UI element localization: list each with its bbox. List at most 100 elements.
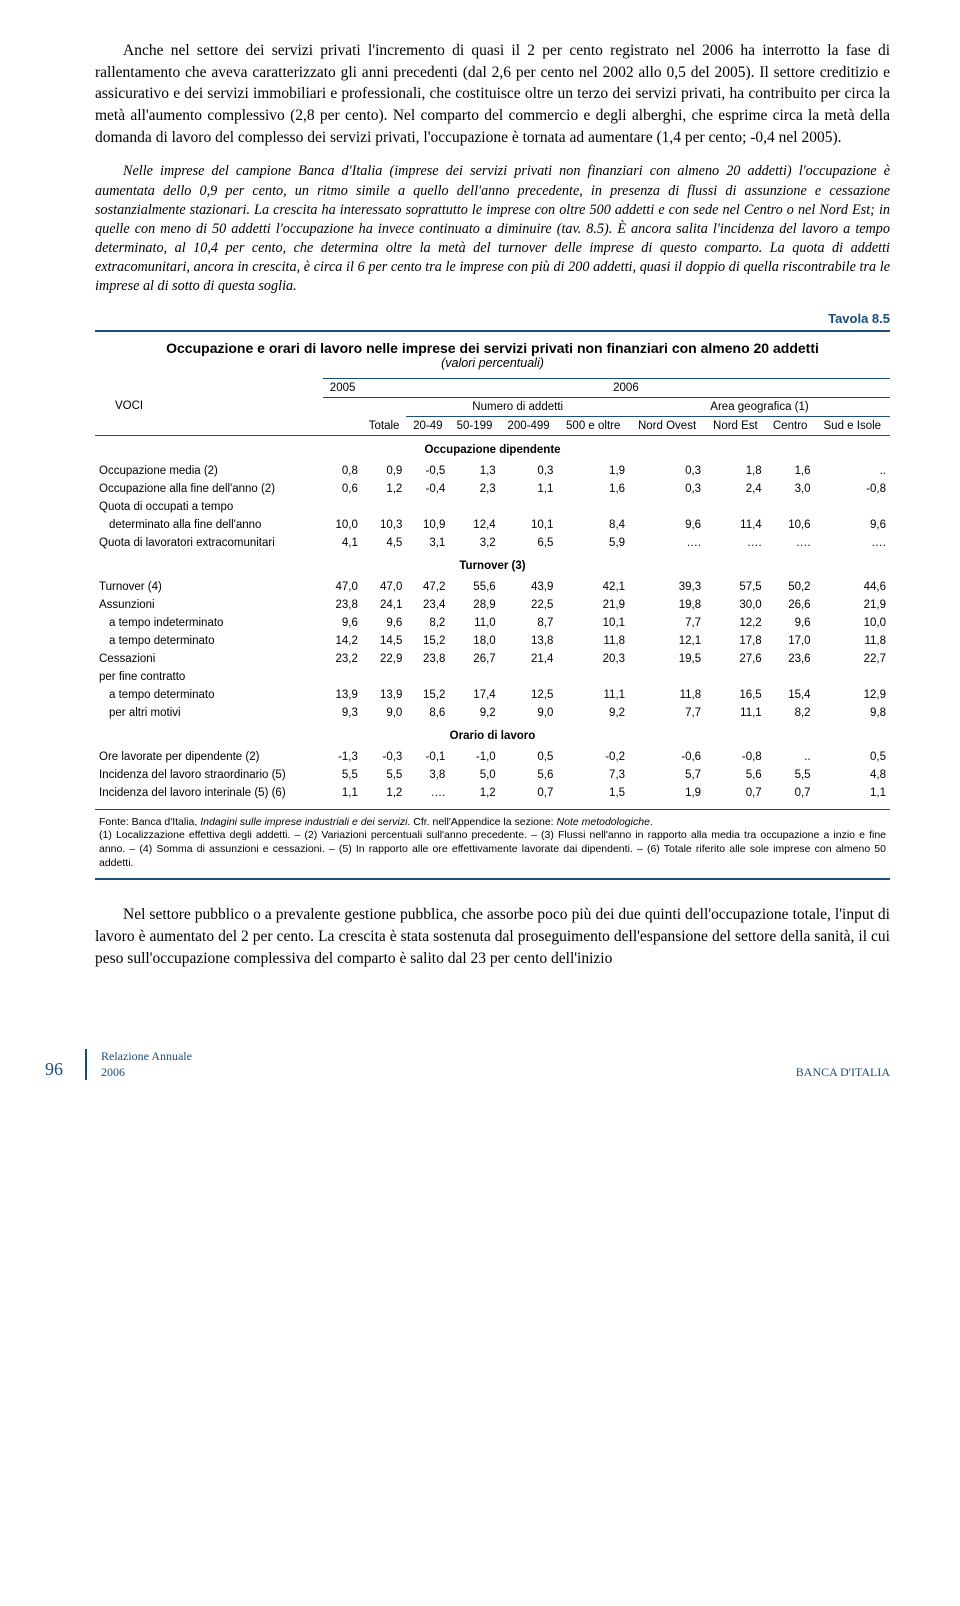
cell: 18,0: [449, 632, 499, 650]
cell: 3,8: [406, 766, 449, 784]
col-200-499: 200-499: [500, 416, 558, 435]
paragraph-3: Nel settore pubblico o a prevalente gest…: [95, 904, 890, 969]
row-label: Quota di lavoratori extracomunitari: [95, 534, 323, 552]
cell: ..: [766, 748, 815, 766]
cell: 22,9: [362, 650, 406, 668]
cell: 23,8: [406, 650, 449, 668]
cell: 0,8: [323, 462, 362, 480]
cell: 9,8: [815, 704, 890, 722]
cell: 9,6: [815, 516, 890, 534]
cell: 10,0: [815, 614, 890, 632]
paragraph-2: Nelle imprese del campione Banca d'Itali…: [95, 162, 890, 296]
cell: 0,5: [815, 748, 890, 766]
cell: 47,0: [362, 578, 406, 596]
cell: 0,6: [323, 480, 362, 498]
cell: 23,8: [323, 596, 362, 614]
cell: 4,1: [323, 534, 362, 552]
col-50-199: 50-199: [449, 416, 499, 435]
cell: 0,5: [500, 748, 558, 766]
table-subtitle: (valori percentuali): [95, 356, 890, 378]
cell: 9,2: [557, 704, 629, 722]
table-title: Occupazione e orari di lavoro nelle impr…: [95, 332, 890, 356]
cell: 16,5: [705, 686, 766, 704]
cell: 19,5: [629, 650, 705, 668]
cell: 5,6: [500, 766, 558, 784]
col-2005: 2005: [323, 378, 362, 397]
col-blank: [323, 397, 362, 435]
cell: 21,9: [557, 596, 629, 614]
cell: 57,5: [705, 578, 766, 596]
cell: 1,9: [557, 462, 629, 480]
col-totale: Totale: [362, 397, 406, 435]
cell: 23,6: [766, 650, 815, 668]
row-label: Incidenza del lavoro interinale (5) (6): [95, 784, 323, 809]
cell: 5,0: [449, 766, 499, 784]
cell: 0,3: [629, 480, 705, 498]
cell: 9,6: [629, 516, 705, 534]
col-ne: Nord Est: [705, 416, 766, 435]
cell: -0,8: [705, 748, 766, 766]
cell: 5,6: [705, 766, 766, 784]
cell: 55,6: [449, 578, 499, 596]
footer-mid: Relazione Annuale2006: [85, 1049, 796, 1080]
cell: 43,9: [500, 578, 558, 596]
cell: 11,8: [815, 632, 890, 650]
cell: 39,3: [629, 578, 705, 596]
cell: 42,1: [557, 578, 629, 596]
cell: 27,6: [705, 650, 766, 668]
cell: -0,6: [629, 748, 705, 766]
cell: 44,6: [815, 578, 890, 596]
cell: 0,9: [362, 462, 406, 480]
section-header: Occupazione dipendente: [95, 435, 890, 462]
cell: 9,0: [362, 704, 406, 722]
cell: 10,3: [362, 516, 406, 534]
cell: -0,1: [406, 748, 449, 766]
cell: 1,9: [629, 784, 705, 809]
cell: 13,9: [323, 686, 362, 704]
row-label: Assunzioni: [95, 596, 323, 614]
cell: 20,3: [557, 650, 629, 668]
cell: 10,1: [500, 516, 558, 534]
col-20-49: 20-49: [406, 416, 449, 435]
cell: 19,8: [629, 596, 705, 614]
cell: 26,6: [766, 596, 815, 614]
cell: -0,4: [406, 480, 449, 498]
cell: 0,3: [629, 462, 705, 480]
cell: 21,4: [500, 650, 558, 668]
col-no: Nord Ovest: [629, 416, 705, 435]
cell: 7,3: [557, 766, 629, 784]
cell: 12,5: [500, 686, 558, 704]
section-header: Turnover (3): [95, 552, 890, 578]
cell: ….: [815, 534, 890, 552]
row-label: Occupazione alla fine dell'anno (2): [95, 480, 323, 498]
cell: 13,8: [500, 632, 558, 650]
cell: 47,0: [323, 578, 362, 596]
cell: 21,9: [815, 596, 890, 614]
cell: 47,2: [406, 578, 449, 596]
cell: 24,1: [362, 596, 406, 614]
col-2006: 2006: [362, 378, 890, 397]
row-label: a tempo determinato: [95, 632, 323, 650]
col-500: 500 e oltre: [557, 416, 629, 435]
cell: 11,8: [629, 686, 705, 704]
cell: 14,5: [362, 632, 406, 650]
cell: 23,4: [406, 596, 449, 614]
cell: ..: [815, 462, 890, 480]
cell: 1,1: [500, 480, 558, 498]
cell: 23,2: [323, 650, 362, 668]
cell: 1,8: [705, 462, 766, 480]
cell: 12,1: [629, 632, 705, 650]
cell: 1,2: [362, 784, 406, 809]
cell: -0,2: [557, 748, 629, 766]
row-label: a tempo indeterminato: [95, 614, 323, 632]
row-label: a tempo determinato: [95, 686, 323, 704]
cell: 22,5: [500, 596, 558, 614]
cell: 5,7: [629, 766, 705, 784]
col-numadd: Numero di addetti: [406, 397, 629, 416]
row-label: per altri motivi: [95, 704, 323, 722]
cell: 8,2: [406, 614, 449, 632]
data-table: VOCI 2005 2006 Totale Numero di addetti …: [95, 378, 890, 809]
cell: -1,0: [449, 748, 499, 766]
cell: 9,6: [323, 614, 362, 632]
cell: 9,6: [362, 614, 406, 632]
